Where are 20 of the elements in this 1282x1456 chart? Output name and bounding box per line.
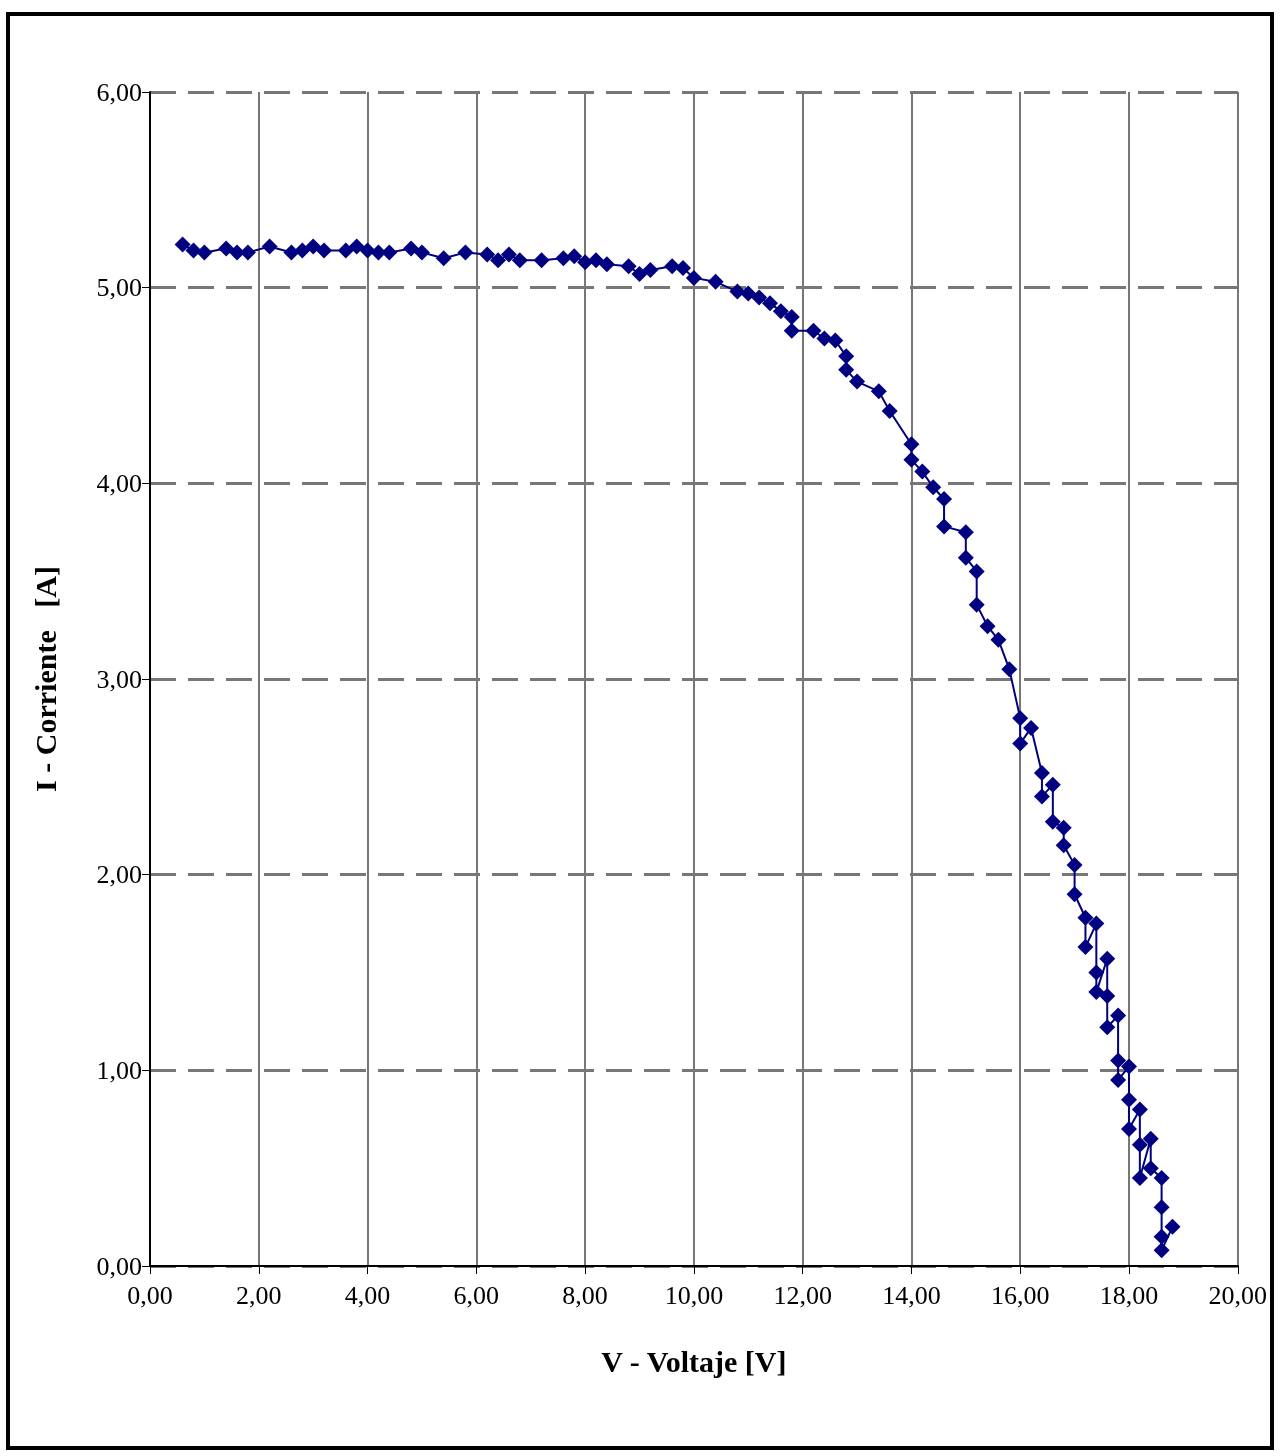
x-tick-label: 16,00 [990, 1280, 1050, 1310]
y-tick-label: 0,00 [96, 1251, 142, 1281]
x-tick-label: 12,00 [773, 1280, 832, 1310]
y-tick-label: 1,00 [96, 1055, 142, 1085]
y-tick-label: 6,00 [96, 77, 142, 107]
x-axis-title: V - Voltaje [V] [601, 1344, 787, 1378]
x-tick-label: 0,00 [127, 1280, 173, 1310]
y-tick-label: 5,00 [96, 273, 142, 303]
x-tick-label: 20,00 [1208, 1280, 1267, 1310]
x-tick-label: 10,00 [664, 1280, 724, 1310]
x-tick-label: 2,00 [236, 1280, 282, 1310]
y-tick-label: 2,00 [96, 860, 142, 890]
x-tick-label: 14,00 [882, 1280, 941, 1310]
y-tick-label: 4,00 [96, 468, 142, 498]
x-tick-label: 8,00 [562, 1280, 608, 1310]
x-tick-label: 4,00 [344, 1280, 391, 1310]
y-axis-title: I - Corriente [A] [28, 566, 62, 792]
y-tick-label: 3,00 [96, 664, 142, 694]
x-tick-label: 18,00 [1099, 1280, 1159, 1310]
x-tick-label: 6,00 [453, 1280, 500, 1310]
